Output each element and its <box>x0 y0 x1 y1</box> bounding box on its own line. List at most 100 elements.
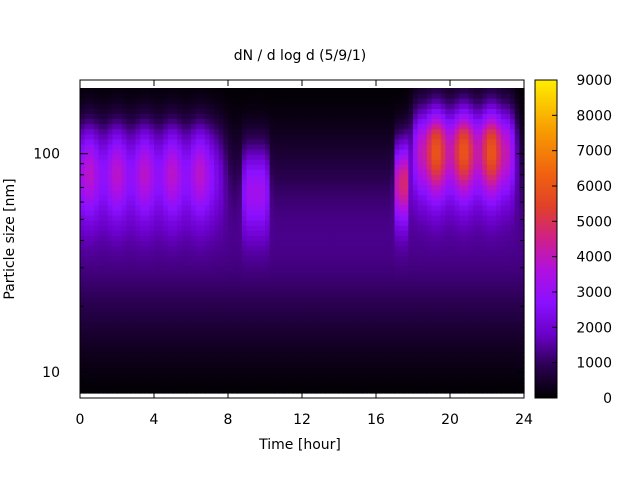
heatmap-cell <box>440 138 446 145</box>
heatmap-cell <box>195 377 201 384</box>
heatmap-cell <box>445 215 451 221</box>
heatmap-cell <box>255 301 261 308</box>
heatmap-cell <box>163 215 169 221</box>
heatmap-cell <box>223 321 229 328</box>
heatmap-cell <box>408 255 414 262</box>
heatmap-cell <box>445 316 451 323</box>
heatmap-cell <box>311 174 317 181</box>
heatmap-cell <box>84 93 90 99</box>
heatmap-cell <box>463 372 470 379</box>
heatmap-cell <box>440 276 446 282</box>
heatmap-cell <box>107 306 113 313</box>
heatmap-cell <box>278 194 285 201</box>
heatmap-cell <box>177 149 183 155</box>
heatmap-cell <box>413 321 419 328</box>
heatmap-cell <box>445 342 451 348</box>
heatmap-cell <box>288 367 294 374</box>
heatmap-cell <box>195 357 201 364</box>
heatmap-cell <box>339 230 345 237</box>
heatmap-cell <box>339 108 345 115</box>
heatmap-cell <box>450 342 456 348</box>
heatmap-cell <box>80 240 86 247</box>
heatmap-cell <box>311 271 317 277</box>
heatmap-cell <box>126 265 132 272</box>
heatmap-cell <box>255 93 261 99</box>
heatmap-cell <box>371 210 377 216</box>
heatmap-cell <box>232 189 238 196</box>
heatmap-cell <box>181 281 187 287</box>
heatmap-cell <box>417 245 423 252</box>
heatmap-cell <box>454 174 460 181</box>
heatmap-cell <box>228 357 234 364</box>
heatmap-cell <box>306 372 312 379</box>
heatmap-cell <box>450 387 456 394</box>
heatmap-cell <box>135 311 141 318</box>
heatmap-cell <box>403 154 409 160</box>
heatmap-cell <box>117 159 123 165</box>
heatmap-cell <box>107 138 113 145</box>
heatmap-cell <box>362 240 368 247</box>
heatmap-cell <box>371 387 377 394</box>
heatmap-cell <box>237 210 243 216</box>
heatmap-cell <box>246 316 252 323</box>
heatmap-cell <box>181 332 187 338</box>
heatmap-cell <box>135 281 141 287</box>
heatmap-cell <box>426 357 433 364</box>
heatmap-cell <box>288 103 294 109</box>
heatmap-cell <box>454 286 460 292</box>
heatmap-cell <box>352 123 359 130</box>
heatmap-cell <box>103 235 109 242</box>
heatmap-cell <box>445 362 451 369</box>
heatmap-cell <box>84 189 90 196</box>
heatmap-cell <box>191 367 197 374</box>
heatmap-cell <box>394 352 400 359</box>
heatmap-cell <box>385 138 391 145</box>
heatmap-cell <box>163 93 169 99</box>
heatmap-cell <box>413 316 419 323</box>
heatmap-cell <box>389 118 396 125</box>
heatmap-cell <box>422 347 428 353</box>
heatmap-cell <box>246 123 252 130</box>
heatmap-cell <box>357 296 363 303</box>
heatmap-cell <box>389 281 396 287</box>
heatmap-cell <box>237 245 243 252</box>
heatmap-cell <box>130 159 137 165</box>
heatmap-cell <box>144 326 150 333</box>
heatmap-cell <box>422 128 428 135</box>
heatmap-cell <box>371 316 377 323</box>
heatmap-cell <box>357 240 363 247</box>
heatmap-cell <box>154 184 160 191</box>
heatmap-cell <box>130 194 137 201</box>
heatmap-cell <box>154 326 160 333</box>
heatmap-cell <box>283 179 289 186</box>
heatmap-cell <box>223 276 229 282</box>
heatmap-cell <box>440 250 446 257</box>
heatmap-cell <box>191 118 197 125</box>
heatmap-cell <box>186 149 192 155</box>
heatmap-cell <box>158 154 164 160</box>
heatmap-cell <box>89 286 95 292</box>
heatmap-cell <box>445 159 451 165</box>
heatmap-cell <box>232 291 238 298</box>
heatmap-cell <box>357 347 363 353</box>
heatmap-cell <box>80 103 86 109</box>
heatmap-cell <box>107 103 113 109</box>
heatmap-cell <box>385 255 391 262</box>
heatmap-cell <box>228 174 234 181</box>
heatmap-cell <box>278 149 285 155</box>
heatmap-cell <box>218 291 224 298</box>
heatmap-cell <box>334 123 340 130</box>
heatmap-cell <box>371 225 377 231</box>
heatmap-cell <box>200 103 206 109</box>
heatmap-cell <box>167 159 174 165</box>
heatmap-cell <box>394 174 400 181</box>
heatmap-cell <box>306 245 312 252</box>
heatmap-cell <box>93 113 100 120</box>
heatmap-cell <box>172 123 178 130</box>
heatmap-cell <box>269 230 275 237</box>
heatmap-cell <box>237 184 243 191</box>
heatmap-cell <box>117 143 123 150</box>
heatmap-cell <box>112 377 118 384</box>
heatmap-cell <box>306 347 312 353</box>
heatmap-cell <box>352 245 359 252</box>
